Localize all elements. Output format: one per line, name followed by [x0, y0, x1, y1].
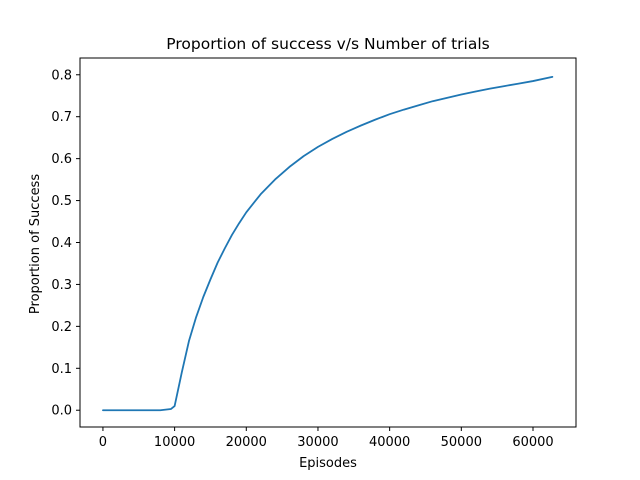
x-tick-label: 40000 — [369, 435, 410, 450]
chart-title: Proportion of success v/s Number of tria… — [166, 35, 489, 53]
y-tick-label: 0.1 — [51, 362, 72, 377]
series-line-0 — [102, 75, 554, 412]
y-tick-label: 0.0 — [51, 404, 72, 419]
x-tick-label: 50000 — [441, 435, 482, 450]
axes-frame — [79, 57, 577, 428]
y-tick-label: 0.7 — [51, 110, 72, 125]
x-tick-label: 30000 — [297, 435, 338, 450]
plot-area — [102, 75, 554, 412]
x-tick-label: 20000 — [226, 435, 267, 450]
x-tick-label: 0 — [99, 435, 107, 450]
y-tick-label: 0.4 — [51, 236, 72, 251]
y-axis-ticks: 0.0 0.1 0.2 0.3 0.4 0.5 0.6 0.7 0.8 — [51, 68, 80, 419]
y-tick-label: 0.8 — [51, 68, 72, 83]
x-tick-label: 10000 — [154, 435, 195, 450]
y-axis-label: Proportion of Success — [28, 174, 43, 314]
x-tick-label: 60000 — [512, 435, 553, 450]
x-axis-ticks: 0 10000 20000 30000 40000 50000 60000 — [99, 427, 554, 450]
y-tick-label: 0.3 — [51, 278, 72, 293]
y-tick-label: 0.2 — [51, 320, 72, 335]
y-tick-label: 0.6 — [51, 152, 72, 167]
x-axis-label: Episodes — [299, 456, 357, 471]
y-tick-label: 0.5 — [51, 194, 72, 209]
